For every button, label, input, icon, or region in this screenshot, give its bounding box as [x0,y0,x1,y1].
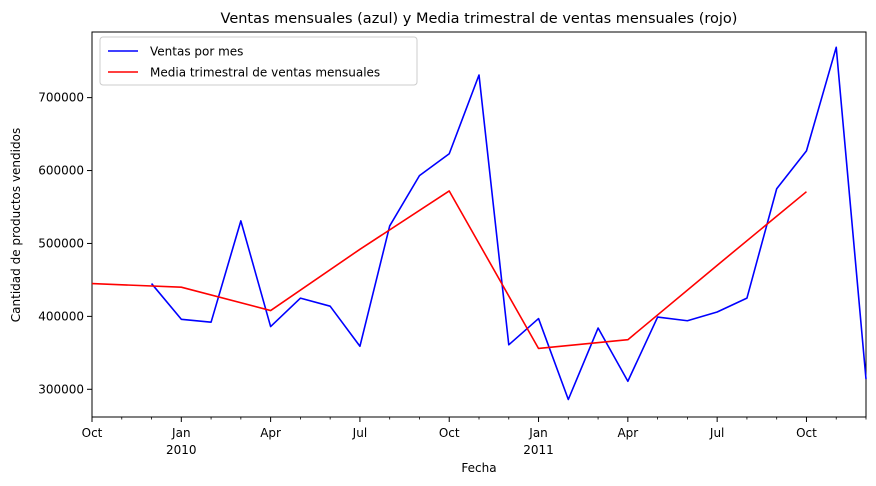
legend: Ventas por mes Media trimestral de ventas… [99,36,418,86]
plot-area [91,31,867,418]
x-axis: Oct Jan 2010 Apr Jul Oct Jan 2011 Apr Jul Oct [82,417,867,457]
y-tick-label: 500000 [38,236,84,250]
series-line-1 [91,190,807,350]
x-tick-label: Apr [260,426,281,440]
x-tick-label: Oct [796,426,817,440]
x-tick-label: Jul [352,426,367,440]
legend-box [99,36,418,86]
y-axis: 300000 400000 500000 600000 700000 [38,91,92,396]
y-axis-label: Cantidad de productos vendidos [9,128,23,322]
series-line-0 [150,46,867,401]
legend-label-1: Media trimestral de ventas mensuales [150,66,380,80]
y-tick-label: 300000 [38,382,84,396]
x-tick-label: Oct [439,426,460,440]
plot-frame [91,31,867,418]
x-tick-year-label: 2011 [523,443,554,457]
x-tick-year-label: 2010 [166,443,197,457]
x-tick-label: Jan [171,426,191,440]
chart-title: Ventas mensuales (azul) y Media trimestr… [221,11,738,27]
x-axis-label: Fecha [461,461,496,475]
x-tick-label: Apr [617,426,638,440]
y-tick-label: 700000 [38,91,84,105]
x-tick-label: Oct [82,426,103,440]
y-tick-label: 600000 [38,164,84,178]
x-tick-label: Jul [709,426,724,440]
legend-label-0: Ventas por mes [150,45,243,59]
x-tick-label: Jan [528,426,548,440]
y-tick-label: 400000 [38,309,84,323]
